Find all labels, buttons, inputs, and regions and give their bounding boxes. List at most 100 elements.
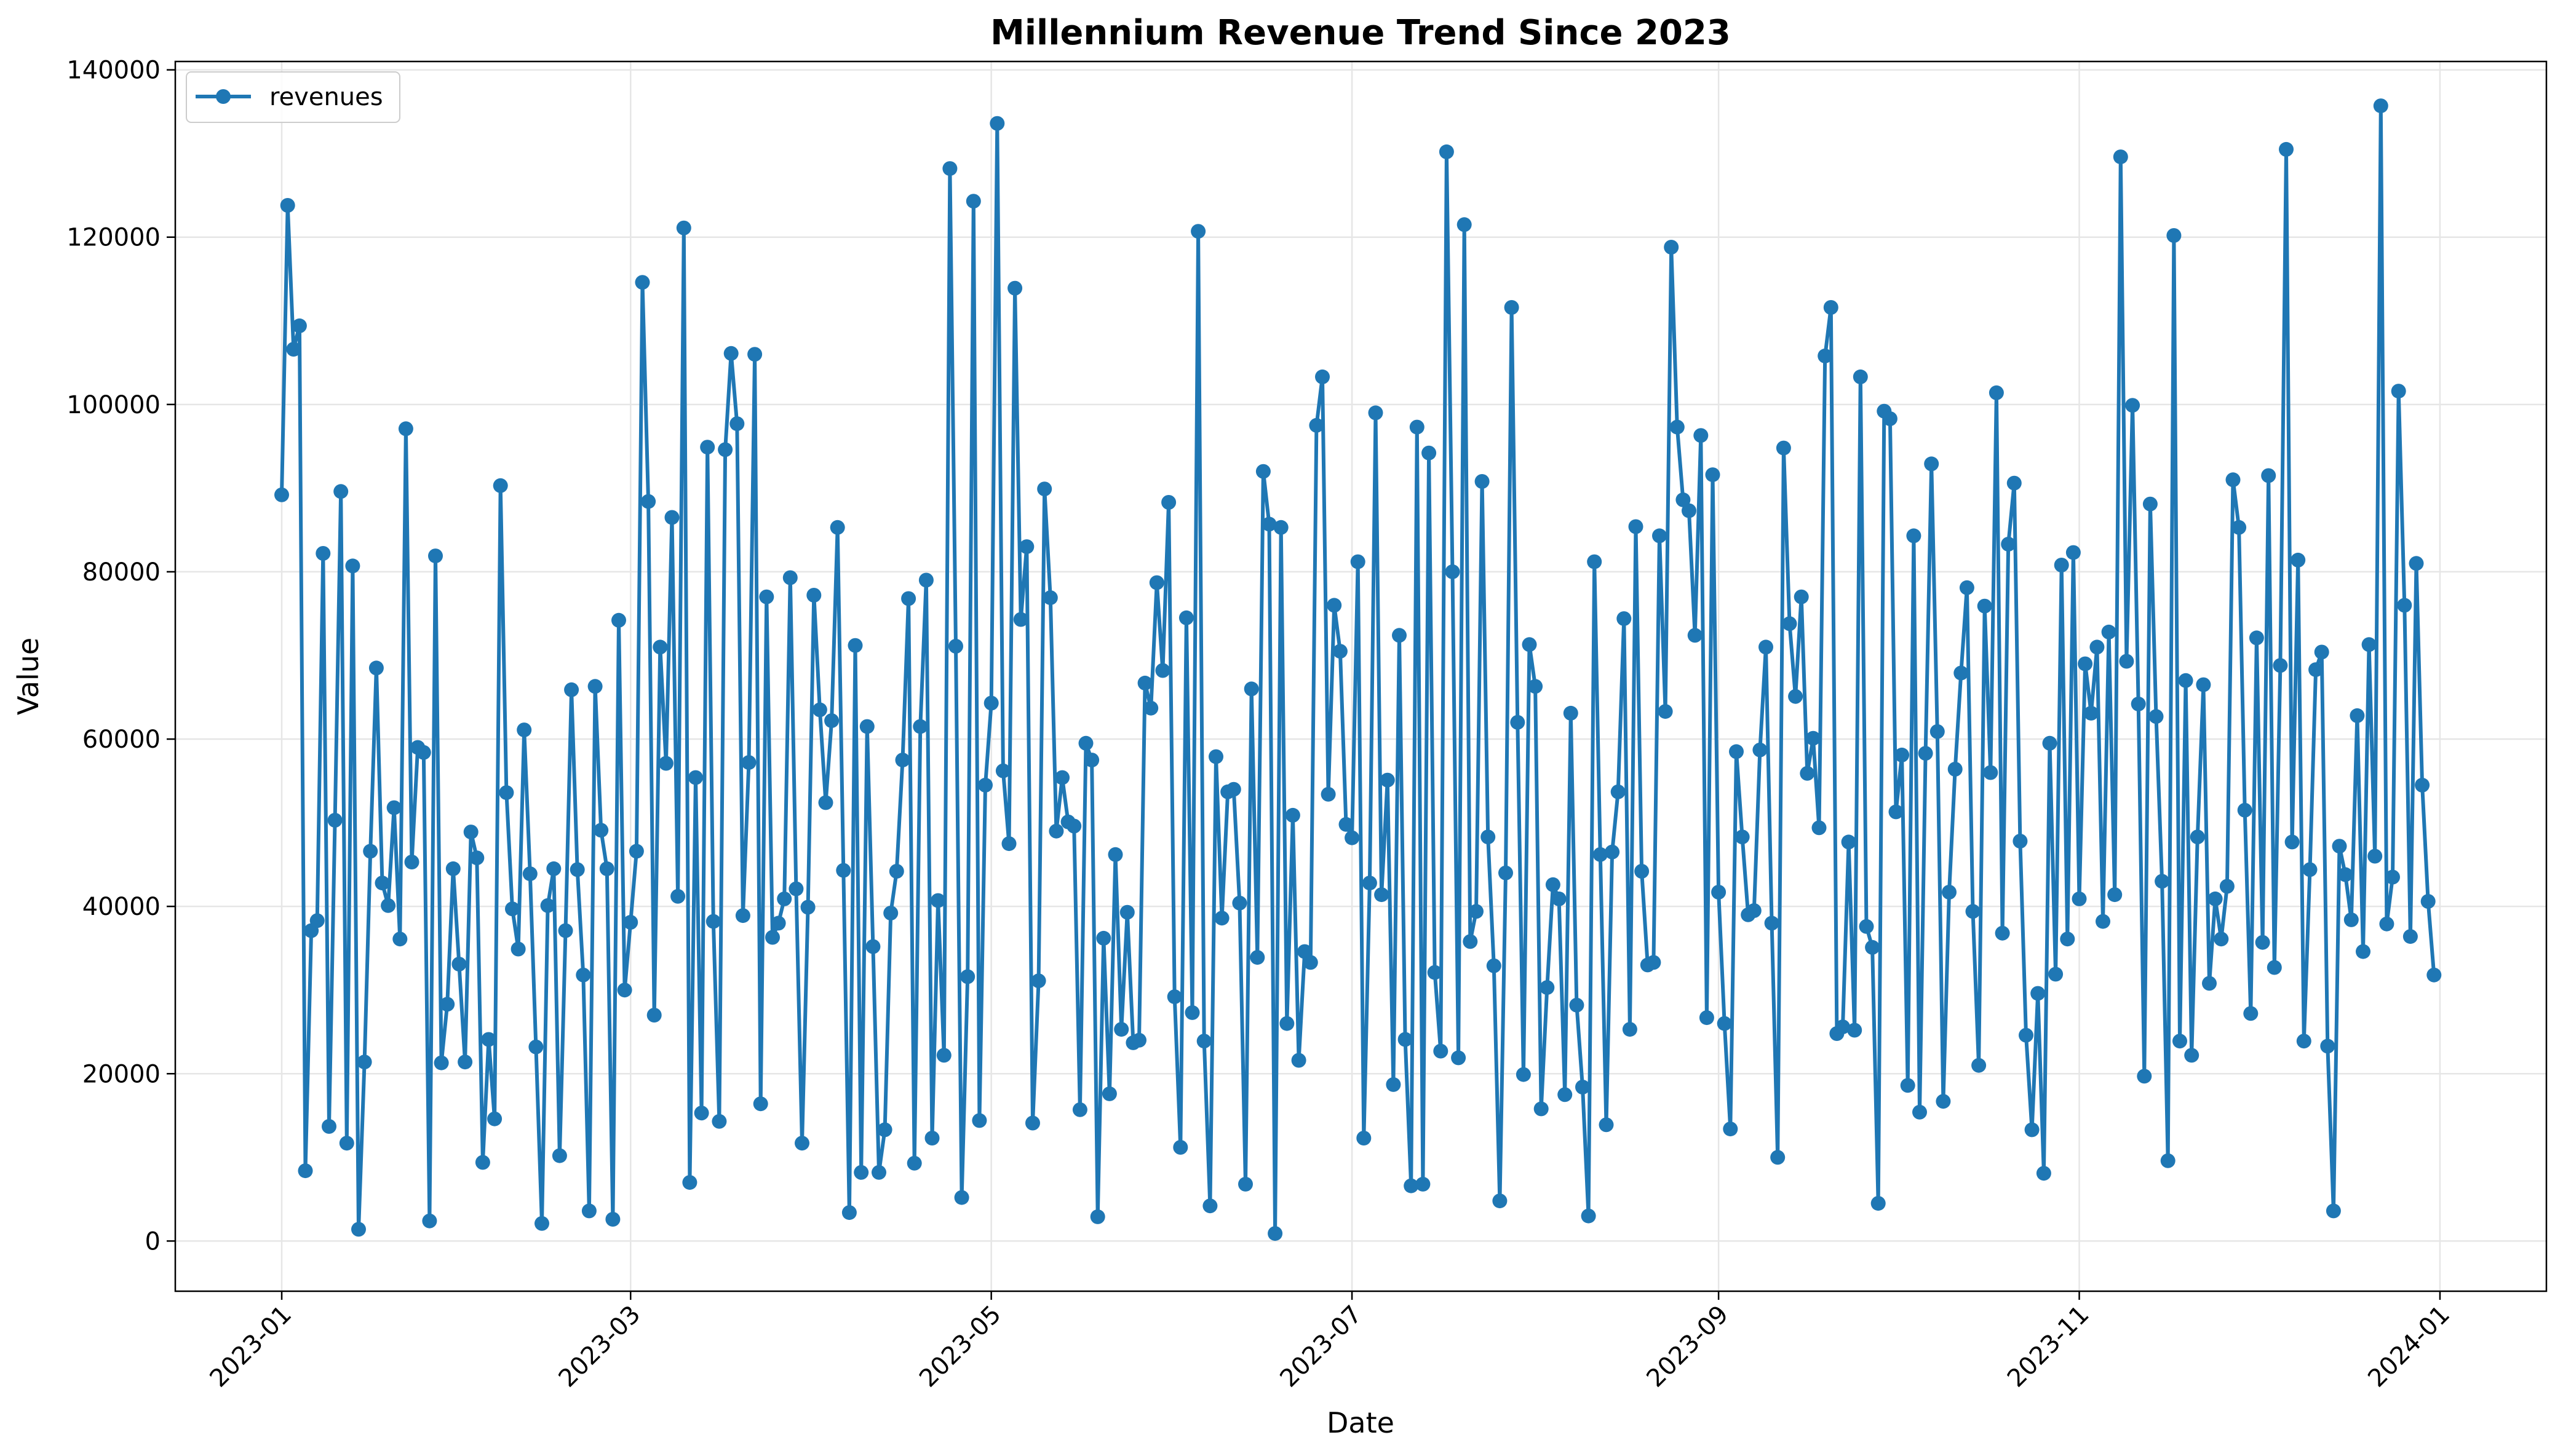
data-point xyxy=(924,1131,940,1145)
data-point xyxy=(333,484,349,499)
data-point xyxy=(1528,679,1543,694)
data-point xyxy=(505,901,520,917)
data-point xyxy=(1592,847,1608,862)
data-point xyxy=(1114,1022,1129,1037)
data-point xyxy=(1315,369,1330,384)
data-point xyxy=(428,548,443,564)
data-point xyxy=(1356,1131,1372,1145)
data-point xyxy=(2083,705,2099,721)
data-point xyxy=(2113,149,2128,165)
data-point xyxy=(357,1054,372,1070)
data-point xyxy=(2013,834,2028,849)
data-point xyxy=(2202,976,2217,991)
data-point xyxy=(872,1165,886,1180)
data-point xyxy=(1959,580,1974,595)
data-point xyxy=(2072,891,2087,906)
data-point xyxy=(522,866,538,882)
data-point xyxy=(1581,1208,1596,1224)
data-point xyxy=(487,1111,503,1126)
data-point xyxy=(1244,681,1259,697)
data-point xyxy=(451,957,467,971)
data-point xyxy=(2196,677,2211,692)
data-point xyxy=(511,941,526,957)
data-point xyxy=(2385,869,2400,885)
data-point xyxy=(440,997,455,1012)
data-point xyxy=(1646,955,1661,970)
data-point xyxy=(741,755,757,770)
data-point xyxy=(570,862,585,877)
data-point xyxy=(381,898,396,913)
data-point xyxy=(2338,867,2353,882)
data-point xyxy=(1469,904,1484,919)
data-point xyxy=(942,161,958,176)
data-point xyxy=(972,1113,987,1128)
data-point xyxy=(2332,839,2347,854)
data-point xyxy=(2048,967,2064,982)
data-point xyxy=(1214,911,1230,926)
data-point xyxy=(664,510,680,525)
data-point xyxy=(1368,405,1383,421)
data-point xyxy=(1545,877,1560,892)
data-point xyxy=(777,891,792,906)
data-point xyxy=(1255,464,1271,479)
data-point xyxy=(1456,217,1472,232)
data-point xyxy=(1504,300,1519,315)
data-point xyxy=(2096,914,2110,929)
y-tick-label: 60000 xyxy=(82,726,161,754)
data-point xyxy=(1409,419,1425,435)
data-point xyxy=(1043,590,1058,606)
data-point xyxy=(1209,749,1223,764)
legend-frame xyxy=(186,71,400,123)
data-point xyxy=(1717,1016,1732,1031)
data-point xyxy=(2367,849,2383,864)
data-point xyxy=(2267,960,2282,975)
data-point xyxy=(274,487,289,502)
data-point xyxy=(2415,777,2430,793)
data-point xyxy=(2107,887,2123,903)
data-point xyxy=(2030,986,2046,1001)
data-point xyxy=(1374,887,1389,903)
data-point xyxy=(1699,1010,1714,1026)
data-point xyxy=(1977,598,1992,614)
data-point xyxy=(623,915,638,930)
data-point xyxy=(1480,829,1496,845)
data-point xyxy=(1900,1078,1915,1093)
data-point xyxy=(1669,419,1685,435)
data-point xyxy=(1711,885,1727,900)
data-point xyxy=(1178,610,1194,625)
data-point xyxy=(759,589,774,604)
data-point xyxy=(398,421,413,437)
data-point xyxy=(316,546,331,561)
legend: revenues xyxy=(186,71,400,123)
data-point xyxy=(1569,997,1584,1013)
chart-title: Millennium Revenue Trend Since 2023 xyxy=(990,13,1731,53)
data-point xyxy=(2409,556,2424,571)
data-point xyxy=(1232,895,1247,911)
y-tick-label: 40000 xyxy=(82,893,161,921)
data-point xyxy=(2296,1034,2311,1049)
data-point xyxy=(1652,528,1667,544)
data-point xyxy=(1049,823,1064,839)
data-point xyxy=(1309,417,1324,433)
data-point xyxy=(469,850,485,866)
data-point xyxy=(865,939,881,954)
data-point xyxy=(1096,930,1111,946)
data-point xyxy=(2314,644,2329,660)
data-point xyxy=(2420,894,2436,909)
data-point xyxy=(2397,598,2412,613)
data-point xyxy=(1439,144,1454,159)
data-point xyxy=(1137,675,1153,690)
data-point xyxy=(2426,967,2442,983)
data-point xyxy=(753,1096,768,1112)
data-point xyxy=(1551,891,1567,906)
data-point xyxy=(1936,1094,1951,1109)
data-point xyxy=(298,1163,313,1179)
data-point xyxy=(2054,558,2069,572)
data-point xyxy=(368,660,384,676)
data-point xyxy=(1540,980,1555,995)
data-point xyxy=(1723,1122,1738,1137)
data-point xyxy=(1522,637,1537,652)
data-point xyxy=(931,893,946,908)
data-point xyxy=(1918,746,1933,761)
data-point xyxy=(2065,545,2081,560)
